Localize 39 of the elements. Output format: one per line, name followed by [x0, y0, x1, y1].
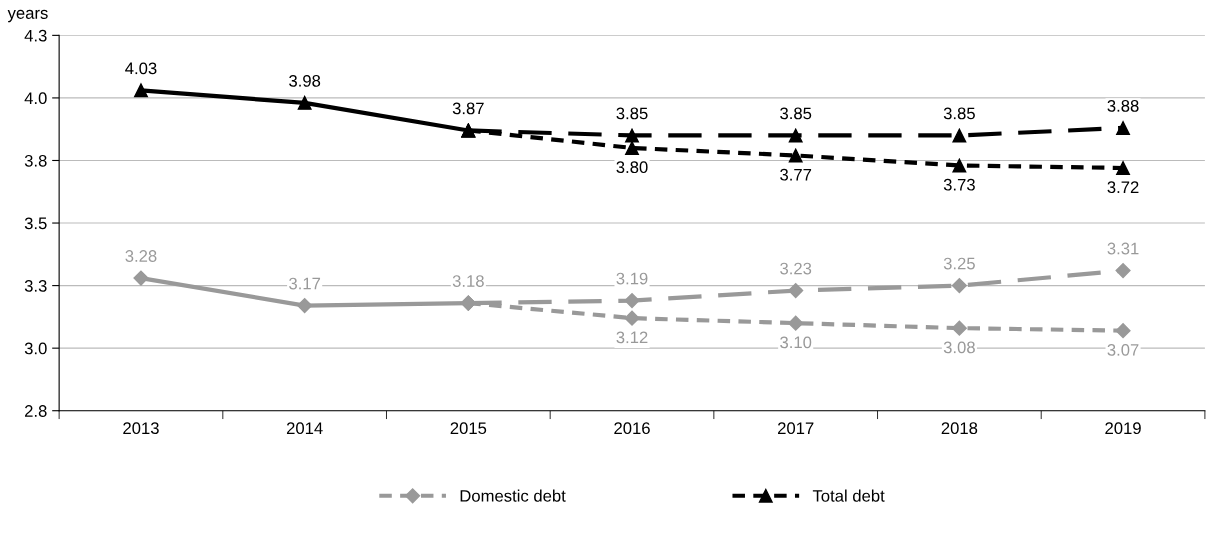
data-label: 3.73	[943, 178, 975, 191]
data-label: 3.88	[1107, 99, 1139, 112]
y-tick-label: 3.0	[24, 342, 47, 355]
data-label: 3.80	[616, 161, 648, 174]
data-label: 3.08	[943, 341, 975, 354]
x-tick-label: 2018	[941, 422, 978, 435]
legend-label: Domestic debt	[460, 489, 566, 502]
data-label: 3.31	[1107, 242, 1139, 255]
x-tick-label: 2014	[286, 422, 323, 435]
data-label: 3.12	[616, 331, 648, 344]
data-label: 3.85	[780, 107, 812, 120]
x-tick-label: 2015	[450, 422, 487, 435]
data-label: 3.98	[289, 74, 321, 87]
y-tick-label: 2.8	[25, 405, 47, 417]
data-label: 3.17	[289, 277, 321, 290]
y-tick-label: 3.5	[24, 217, 47, 230]
data-label: 3.07	[1107, 343, 1139, 356]
y-tick-label: 4.3	[24, 29, 47, 42]
x-tick-label: 2017	[778, 422, 814, 435]
data-label: 3.25	[943, 257, 975, 270]
legend-label: Total debt	[812, 489, 885, 502]
data-label: 3.23	[780, 262, 812, 275]
data-label: 4.03	[125, 62, 157, 75]
y-tick-label: 3.8	[24, 154, 47, 167]
x-tick-label: 2013	[123, 422, 159, 435]
x-tick-label: 2016	[614, 422, 650, 435]
data-label: 3.19	[616, 272, 648, 285]
data-label: 3.85	[943, 107, 975, 120]
y-tick-label: 3.3	[24, 280, 47, 292]
data-label: 3.28	[125, 250, 157, 262]
data-label: 3.18	[452, 275, 484, 287]
data-label: 3.72	[1107, 181, 1139, 194]
data-label: 3.85	[616, 107, 648, 120]
x-tick-label: 2019	[1105, 422, 1141, 435]
y-tick-label: 4.0	[24, 92, 47, 105]
y-axis-title: years	[7, 9, 48, 23]
data-label: 3.87	[452, 102, 484, 115]
data-label: 3.10	[780, 336, 812, 349]
data-label: 3.77	[780, 168, 812, 181]
